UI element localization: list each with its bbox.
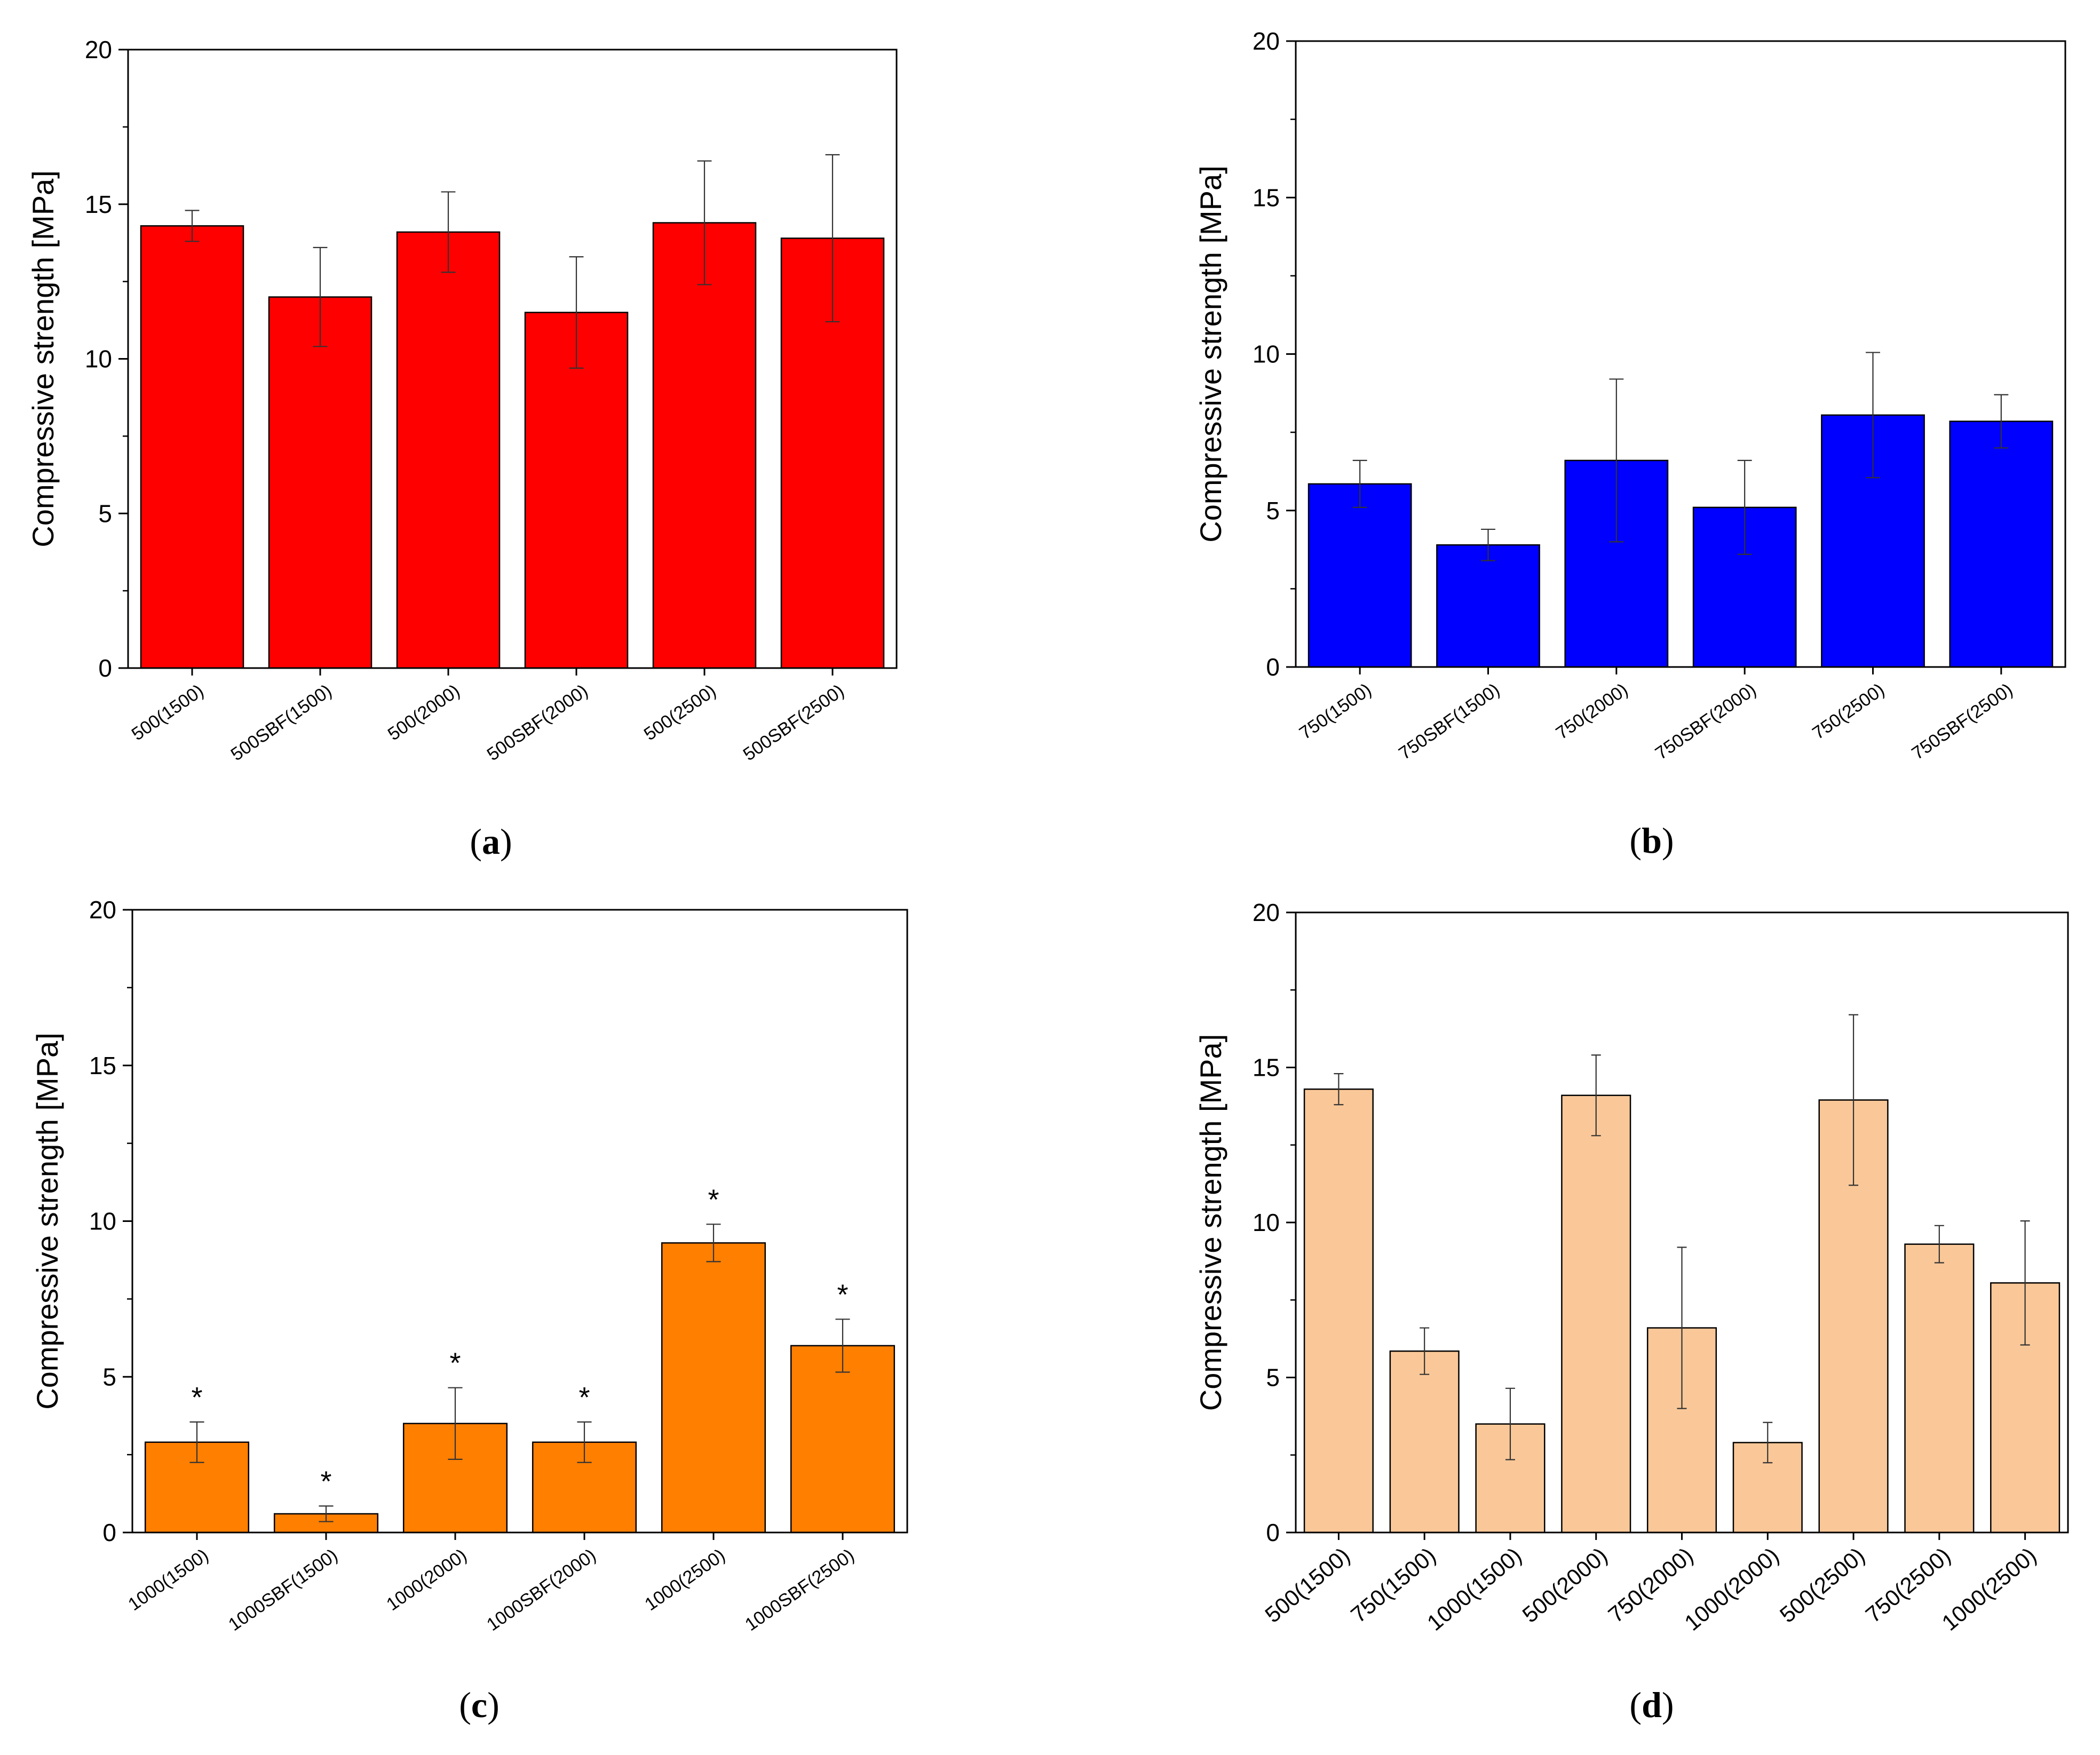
bar xyxy=(268,296,373,669)
x-tick-label: 1000(2500) xyxy=(1937,1543,2041,1635)
y-tick-label: 10 xyxy=(1253,1209,1280,1236)
panel-caption-letter: d xyxy=(1642,1685,1662,1725)
x-tick-label: 500(1500) xyxy=(128,680,208,744)
y-tick-label: 5 xyxy=(1266,497,1280,525)
panel-caption-close: ) xyxy=(487,1685,500,1725)
panel-caption-open: ( xyxy=(1629,820,1642,861)
x-tick-label: 500(2500) xyxy=(1775,1543,1869,1627)
y-axis-label: Compressive strength [MPa] xyxy=(30,1033,64,1409)
bar xyxy=(1389,1350,1460,1534)
panel-caption-close: ) xyxy=(1662,1685,1674,1725)
y-tick-label: 10 xyxy=(85,345,112,373)
y-tick-label: 0 xyxy=(98,654,112,682)
x-tick-label: 1000(1500) xyxy=(1422,1543,1526,1635)
y-tick-label: 5 xyxy=(98,499,112,527)
panel-caption-letter: c xyxy=(471,1685,487,1725)
y-axis-label: Compressive strength [MPa] xyxy=(1194,165,1227,542)
panel-caption: (d) xyxy=(1629,1685,1674,1725)
bar xyxy=(524,312,629,669)
chart-panel-c: *1000(1500)*1000SBF(1500)*1000(2000)*100… xyxy=(30,896,908,1725)
x-tick-label: 750SBF(2500) xyxy=(1908,679,2016,764)
x-tick-label: 750SBF(1500) xyxy=(1395,679,1503,764)
x-tick-label: 1000SBF(1500) xyxy=(225,1545,341,1635)
y-tick-label: 10 xyxy=(1253,340,1280,368)
panel-caption-close: ) xyxy=(500,821,512,862)
x-tick-label: 500(2500) xyxy=(640,680,720,744)
x-tick-label: 1000(2000) xyxy=(1679,1543,1784,1635)
x-tick-label: 500SBF(1500) xyxy=(227,680,336,765)
x-tick-label: 1000SBF(2000) xyxy=(483,1545,599,1635)
bar xyxy=(1436,544,1540,668)
y-tick-label: 15 xyxy=(89,1052,116,1079)
x-tick-label: 1000(1500) xyxy=(124,1545,212,1615)
bar xyxy=(1904,1243,1975,1534)
x-tick-label: 1000(2500) xyxy=(641,1545,728,1615)
y-tick-label: 15 xyxy=(85,190,112,218)
y-tick-label: 0 xyxy=(1266,653,1280,681)
x-tick-label: 500(2000) xyxy=(1518,1543,1612,1627)
panel-caption: (b) xyxy=(1629,820,1674,861)
x-tick-label: 750(2500) xyxy=(1809,679,1888,743)
y-tick-label: 5 xyxy=(1266,1364,1280,1392)
significance-marker: * xyxy=(191,1381,202,1413)
panel-caption: (a) xyxy=(470,821,512,862)
y-tick-label: 5 xyxy=(102,1363,116,1391)
panel-caption-letter: a xyxy=(482,821,500,862)
x-tick-label: 750SBF(2000) xyxy=(1652,679,1760,764)
x-tick-label: 500SBF(2500) xyxy=(740,680,848,765)
panel-caption-letter: b xyxy=(1642,820,1662,861)
bar xyxy=(140,225,244,669)
panel-caption-open: ( xyxy=(459,1685,471,1725)
bar xyxy=(1561,1094,1631,1534)
chart-panel-a: 500(1500) 500SBF(1500) 500(2000) 500SBF(200… xyxy=(26,36,898,862)
x-tick-label: 750(2000) xyxy=(1552,679,1632,743)
y-tick-label: 0 xyxy=(102,1519,116,1546)
panel-caption-open: ( xyxy=(470,821,482,862)
panel-caption-close: ) xyxy=(1662,820,1674,861)
x-tick-label: 1000(2000) xyxy=(383,1545,470,1615)
y-tick-label: 20 xyxy=(1253,899,1280,926)
significance-marker: * xyxy=(837,1278,848,1311)
y-tick-label: 20 xyxy=(85,36,112,63)
significance-marker: * xyxy=(579,1381,590,1413)
y-tick-label: 15 xyxy=(1253,1054,1280,1082)
y-tick-label: 20 xyxy=(1253,27,1280,55)
x-tick-label: 1000SBF(2500) xyxy=(741,1545,858,1635)
x-tick-label: 500(2000) xyxy=(384,680,464,744)
y-tick-label: 15 xyxy=(1253,184,1280,211)
panel-caption-open: ( xyxy=(1629,1685,1642,1725)
bar xyxy=(396,231,501,669)
chart-panel-b: 750(1500) 750SBF(1500) 750(2000) 750SBF(200… xyxy=(1194,27,2066,861)
bar xyxy=(1303,1088,1374,1534)
chart-panel-d: 500(1500)750(1500)1000(1500)500(2000)750… xyxy=(1194,899,2069,1725)
bar xyxy=(1949,420,2054,668)
x-tick-label: 750(1500) xyxy=(1296,679,1375,743)
significance-marker: * xyxy=(708,1184,719,1216)
x-tick-label: 500(1500) xyxy=(1260,1543,1354,1627)
panel-caption: (c) xyxy=(459,1685,500,1725)
y-tick-label: 20 xyxy=(89,896,116,924)
x-tick-label: 500SBF(2000) xyxy=(484,680,592,765)
significance-marker: * xyxy=(320,1465,331,1497)
y-axis-label: Compressive strength [MPa] xyxy=(1194,1034,1227,1411)
bar xyxy=(790,1345,896,1534)
bar xyxy=(652,222,757,669)
y-tick-label: 0 xyxy=(1266,1519,1280,1546)
y-axis-label: Compressive strength [MPa] xyxy=(26,170,60,547)
significance-marker: * xyxy=(449,1347,461,1379)
y-tick-label: 10 xyxy=(89,1208,116,1235)
bar xyxy=(661,1242,766,1534)
bar xyxy=(1307,483,1412,668)
